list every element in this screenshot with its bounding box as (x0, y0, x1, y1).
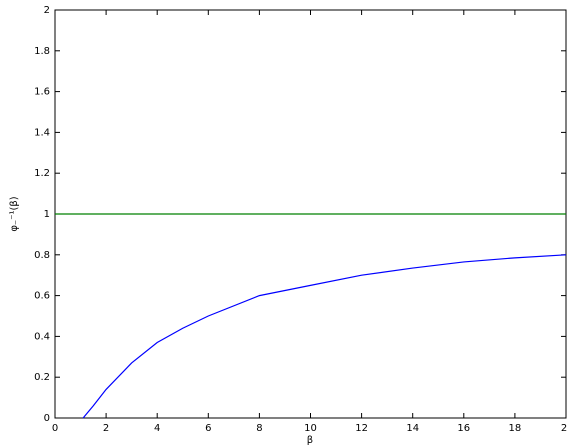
y-tick-label: 0.2 (34, 372, 50, 383)
x-axis-label: β (307, 435, 313, 446)
y-tick-label: 0.6 (34, 291, 50, 302)
x-tick-label: 2 (103, 423, 109, 434)
y-tick-label: 1.6 (34, 87, 50, 98)
line-series (83, 255, 566, 418)
x-tick-label: 12 (355, 423, 368, 434)
y-tick-label: 1.2 (34, 168, 50, 179)
chart: β φ₋⁻¹(β) 0 0.2 0.4 0.6 0.8 1 1.2 1.4 1.6 1.8 2 0 2 4… (0, 0, 569, 447)
y-tick-label: 1 (44, 209, 50, 220)
y-axis-label: φ₋⁻¹(β) (9, 196, 20, 231)
page: β φ₋⁻¹(β) 0 0.2 0.4 0.6 0.8 1 1.2 1.4 1.6 1.8 2 0 2 4… (0, 0, 569, 447)
x-tick-label: 18 (509, 423, 522, 434)
x-tick-label: 0 (52, 423, 58, 434)
y-tick-label: 0.4 (34, 331, 50, 342)
x-tick-label: 16 (457, 423, 470, 434)
y-tick-label: 0.8 (34, 250, 50, 261)
x-tick-label: 2 (561, 423, 567, 434)
y-tick-label: 1.8 (34, 46, 50, 57)
x-tick-label: 10 (304, 423, 317, 434)
y-tick-label: 2 (44, 5, 50, 16)
x-tick-label: 6 (205, 423, 211, 434)
x-tick-label: 14 (406, 423, 419, 434)
x-tick-label: 4 (154, 423, 160, 434)
y-tick-label: 1.4 (34, 127, 50, 138)
x-tick-label: 8 (256, 423, 262, 434)
y-tick-label: 0 (44, 413, 50, 424)
